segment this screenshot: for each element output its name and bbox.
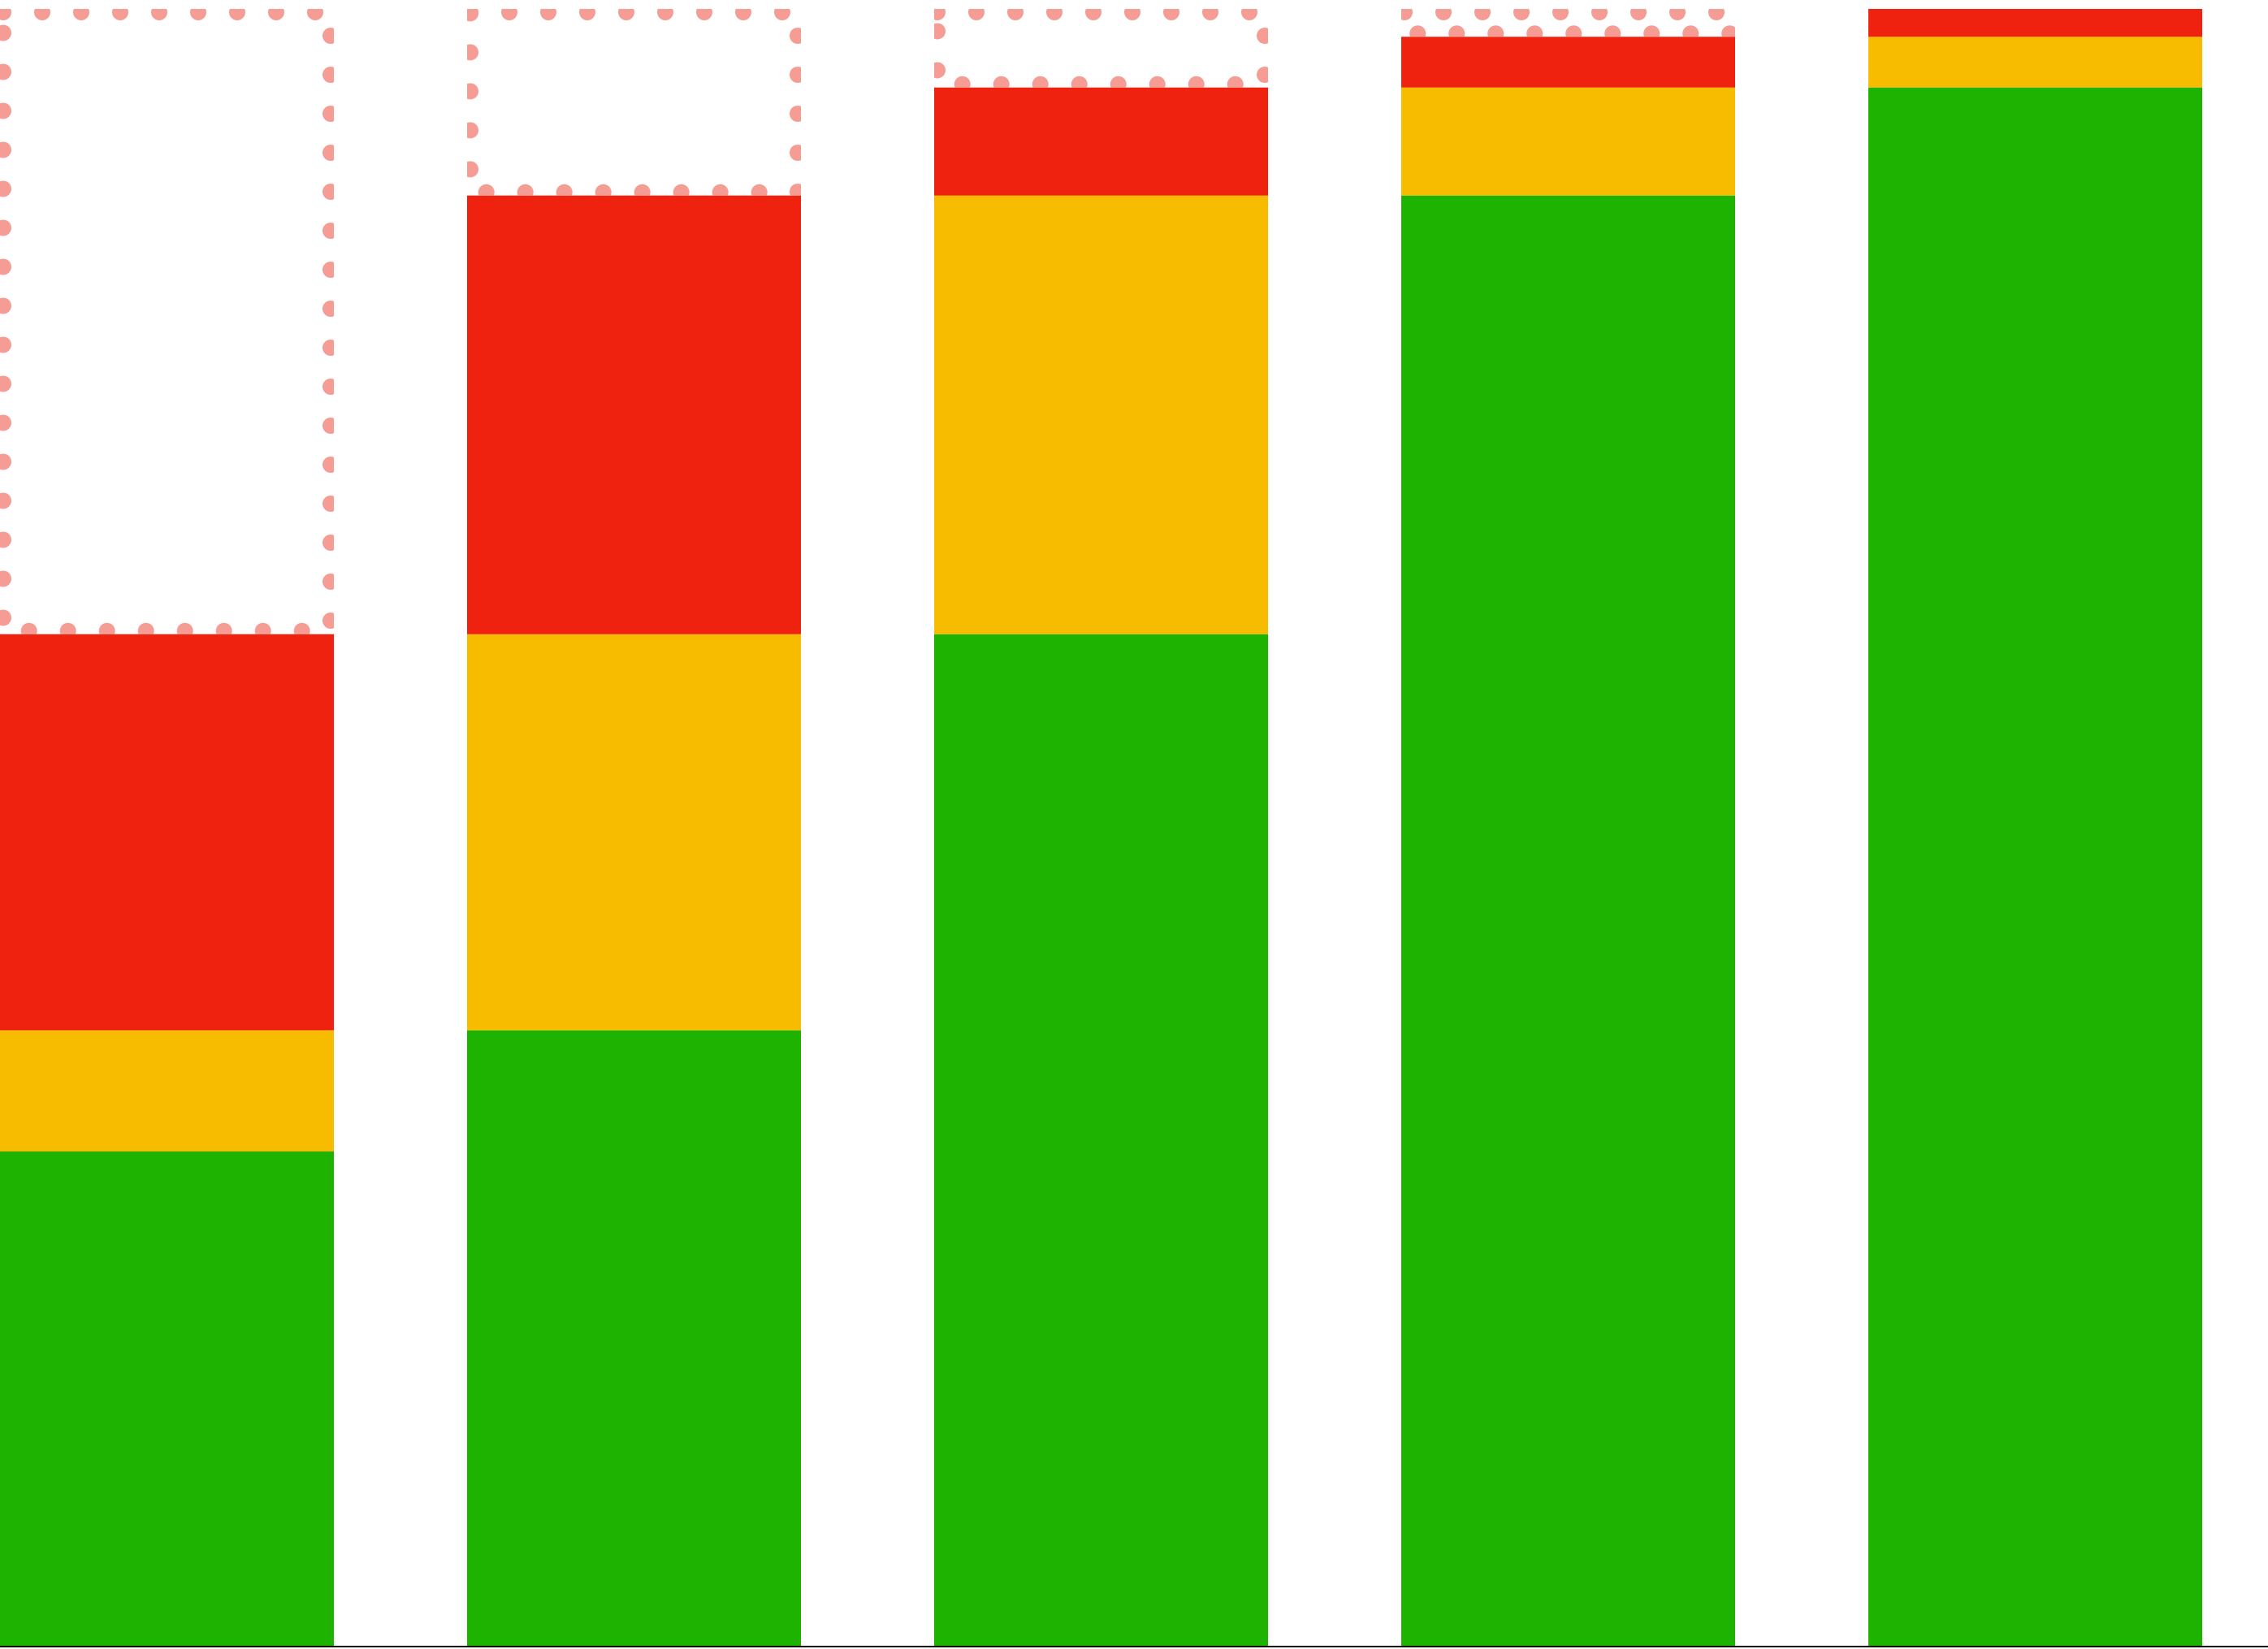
bar-segment [467,195,801,634]
bar-segment [1868,37,2202,88]
bar-segment [1401,195,1735,1647]
bar-remainder [1401,9,1735,37]
bar-segment [934,87,1268,196]
bar-segment [0,1030,334,1152]
bar-segment [467,634,801,1031]
bar-segment [1868,87,2202,1647]
bar-remainder [0,9,334,634]
bar-segment [467,1030,801,1646]
bar-segment [1401,87,1735,196]
bar-segment [1401,37,1735,88]
bar-remainder [934,9,1268,88]
bar-segment [934,195,1268,634]
bar-segment [0,1151,334,1646]
bar-segment [0,634,334,1031]
bar-segment [934,634,1268,1646]
bar-segment [1868,9,2202,37]
bar-remainder [467,9,801,196]
